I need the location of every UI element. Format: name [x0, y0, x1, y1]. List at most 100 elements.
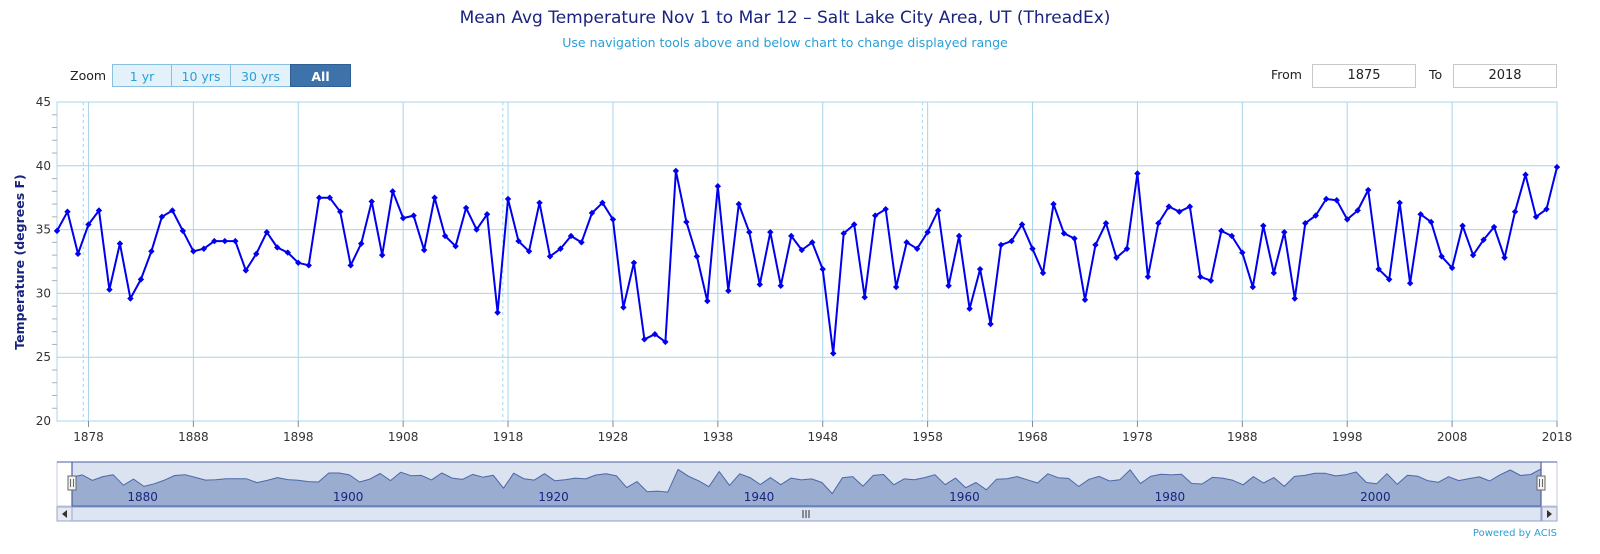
data-point[interactable] — [1364, 186, 1372, 194]
data-point[interactable] — [1113, 254, 1120, 261]
data-point[interactable] — [116, 240, 124, 247]
data-point[interactable] — [473, 226, 480, 233]
data-point[interactable] — [840, 230, 847, 237]
data-point[interactable] — [1134, 170, 1141, 177]
data-point[interactable] — [410, 212, 417, 219]
data-point[interactable] — [1039, 269, 1047, 277]
range-from-input[interactable]: 1875 — [1312, 64, 1416, 88]
data-point[interactable] — [987, 320, 994, 328]
data-point[interactable] — [1239, 249, 1246, 256]
data-point[interactable] — [420, 246, 428, 254]
data-point[interactable] — [1060, 230, 1068, 237]
data-point[interactable] — [1228, 232, 1236, 240]
data-point[interactable] — [546, 253, 554, 260]
data-point[interactable] — [483, 211, 491, 218]
data-point[interactable] — [997, 241, 1005, 249]
data-point[interactable] — [871, 212, 879, 219]
data-point[interactable] — [1071, 235, 1078, 242]
data-point[interactable] — [1312, 212, 1319, 219]
data-point[interactable] — [263, 228, 270, 236]
data-point[interactable] — [158, 213, 166, 221]
range-to-input[interactable]: 2018 — [1453, 64, 1557, 88]
data-point[interactable] — [1459, 222, 1466, 229]
data-point[interactable] — [1385, 276, 1393, 283]
zoom-1yr-button[interactable]: 1 yr — [112, 64, 172, 87]
data-point[interactable] — [672, 167, 680, 175]
data-point[interactable] — [1050, 200, 1057, 208]
data-point[interactable] — [599, 199, 606, 207]
data-point[interactable] — [767, 228, 774, 236]
data-point[interactable] — [326, 194, 333, 201]
data-point[interactable] — [1123, 245, 1131, 252]
data-point[interactable] — [232, 237, 239, 245]
data-point[interactable] — [337, 208, 344, 215]
data-point[interactable] — [148, 248, 155, 255]
data-point[interactable] — [169, 207, 176, 214]
data-point[interactable] — [1092, 241, 1099, 249]
data-point[interactable] — [945, 282, 952, 289]
data-point[interactable] — [641, 336, 648, 343]
data-point[interactable] — [1260, 222, 1267, 229]
data-point[interactable] — [609, 216, 617, 223]
data-point[interactable] — [777, 282, 784, 289]
data-point[interactable] — [431, 194, 438, 201]
data-point[interactable] — [347, 262, 354, 269]
data-point[interactable] — [1532, 213, 1540, 221]
data-point[interactable] — [494, 309, 501, 316]
data-point[interactable] — [819, 265, 826, 273]
data-point[interactable] — [1344, 216, 1351, 223]
navigator[interactable]: 1880 1900 1920 1940 1960 1980 2000 — [56, 461, 1558, 507]
data-point[interactable] — [630, 259, 638, 266]
data-point[interactable] — [683, 218, 690, 226]
data-point[interactable] — [515, 237, 522, 245]
data-point[interactable] — [1207, 277, 1215, 284]
data-point[interactable] — [913, 245, 921, 252]
data-point[interactable] — [934, 207, 942, 214]
data-point[interactable] — [389, 188, 396, 195]
powered-by-credit[interactable]: Powered by ACIS — [1472, 528, 1557, 539]
data-point[interactable] — [1323, 195, 1330, 203]
data-point[interactable] — [95, 207, 103, 214]
data-point[interactable] — [704, 297, 711, 305]
data-point[interactable] — [1490, 223, 1498, 231]
data-point[interactable] — [903, 239, 910, 246]
zoom-all-button[interactable]: All — [290, 64, 351, 87]
data-point[interactable] — [1522, 171, 1529, 178]
data-point[interactable] — [567, 232, 575, 240]
data-point[interactable] — [756, 281, 763, 288]
data-point[interactable] — [399, 214, 407, 222]
data-point[interactable] — [651, 331, 659, 338]
data-point[interactable] — [1480, 236, 1487, 244]
data-point[interactable] — [305, 262, 312, 269]
zoom-10yrs-button[interactable]: 10 yrs — [171, 64, 231, 87]
data-point[interactable] — [1438, 253, 1445, 260]
data-point[interactable] — [1029, 245, 1036, 252]
data-point[interactable] — [966, 305, 973, 312]
data-point[interactable] — [53, 227, 61, 235]
data-point[interactable] — [1406, 279, 1414, 287]
scrollbar[interactable] — [56, 506, 1558, 522]
data-point[interactable] — [851, 221, 858, 228]
data-point[interactable] — [620, 304, 627, 311]
data-point[interactable] — [74, 250, 82, 258]
data-point[interactable] — [221, 237, 229, 245]
data-point[interactable] — [662, 338, 669, 346]
navigator-handle-left[interactable] — [67, 475, 77, 491]
data-point[interactable] — [1281, 228, 1288, 236]
data-point[interactable] — [557, 245, 564, 252]
data-point[interactable] — [1197, 273, 1204, 281]
data-point[interactable] — [1469, 251, 1477, 259]
data-point[interactable] — [441, 232, 449, 240]
data-point[interactable] — [316, 194, 323, 201]
data-point[interactable] — [735, 200, 743, 208]
data-point[interactable] — [242, 267, 250, 274]
data-point[interactable] — [746, 228, 753, 236]
data-point[interactable] — [200, 245, 208, 252]
data-point[interactable] — [976, 265, 984, 273]
data-point[interactable] — [504, 195, 512, 203]
data-point[interactable] — [462, 204, 470, 212]
data-point[interactable] — [882, 205, 889, 213]
data-point[interactable] — [578, 239, 585, 246]
data-point[interactable] — [190, 248, 197, 255]
data-point[interactable] — [1186, 203, 1194, 210]
